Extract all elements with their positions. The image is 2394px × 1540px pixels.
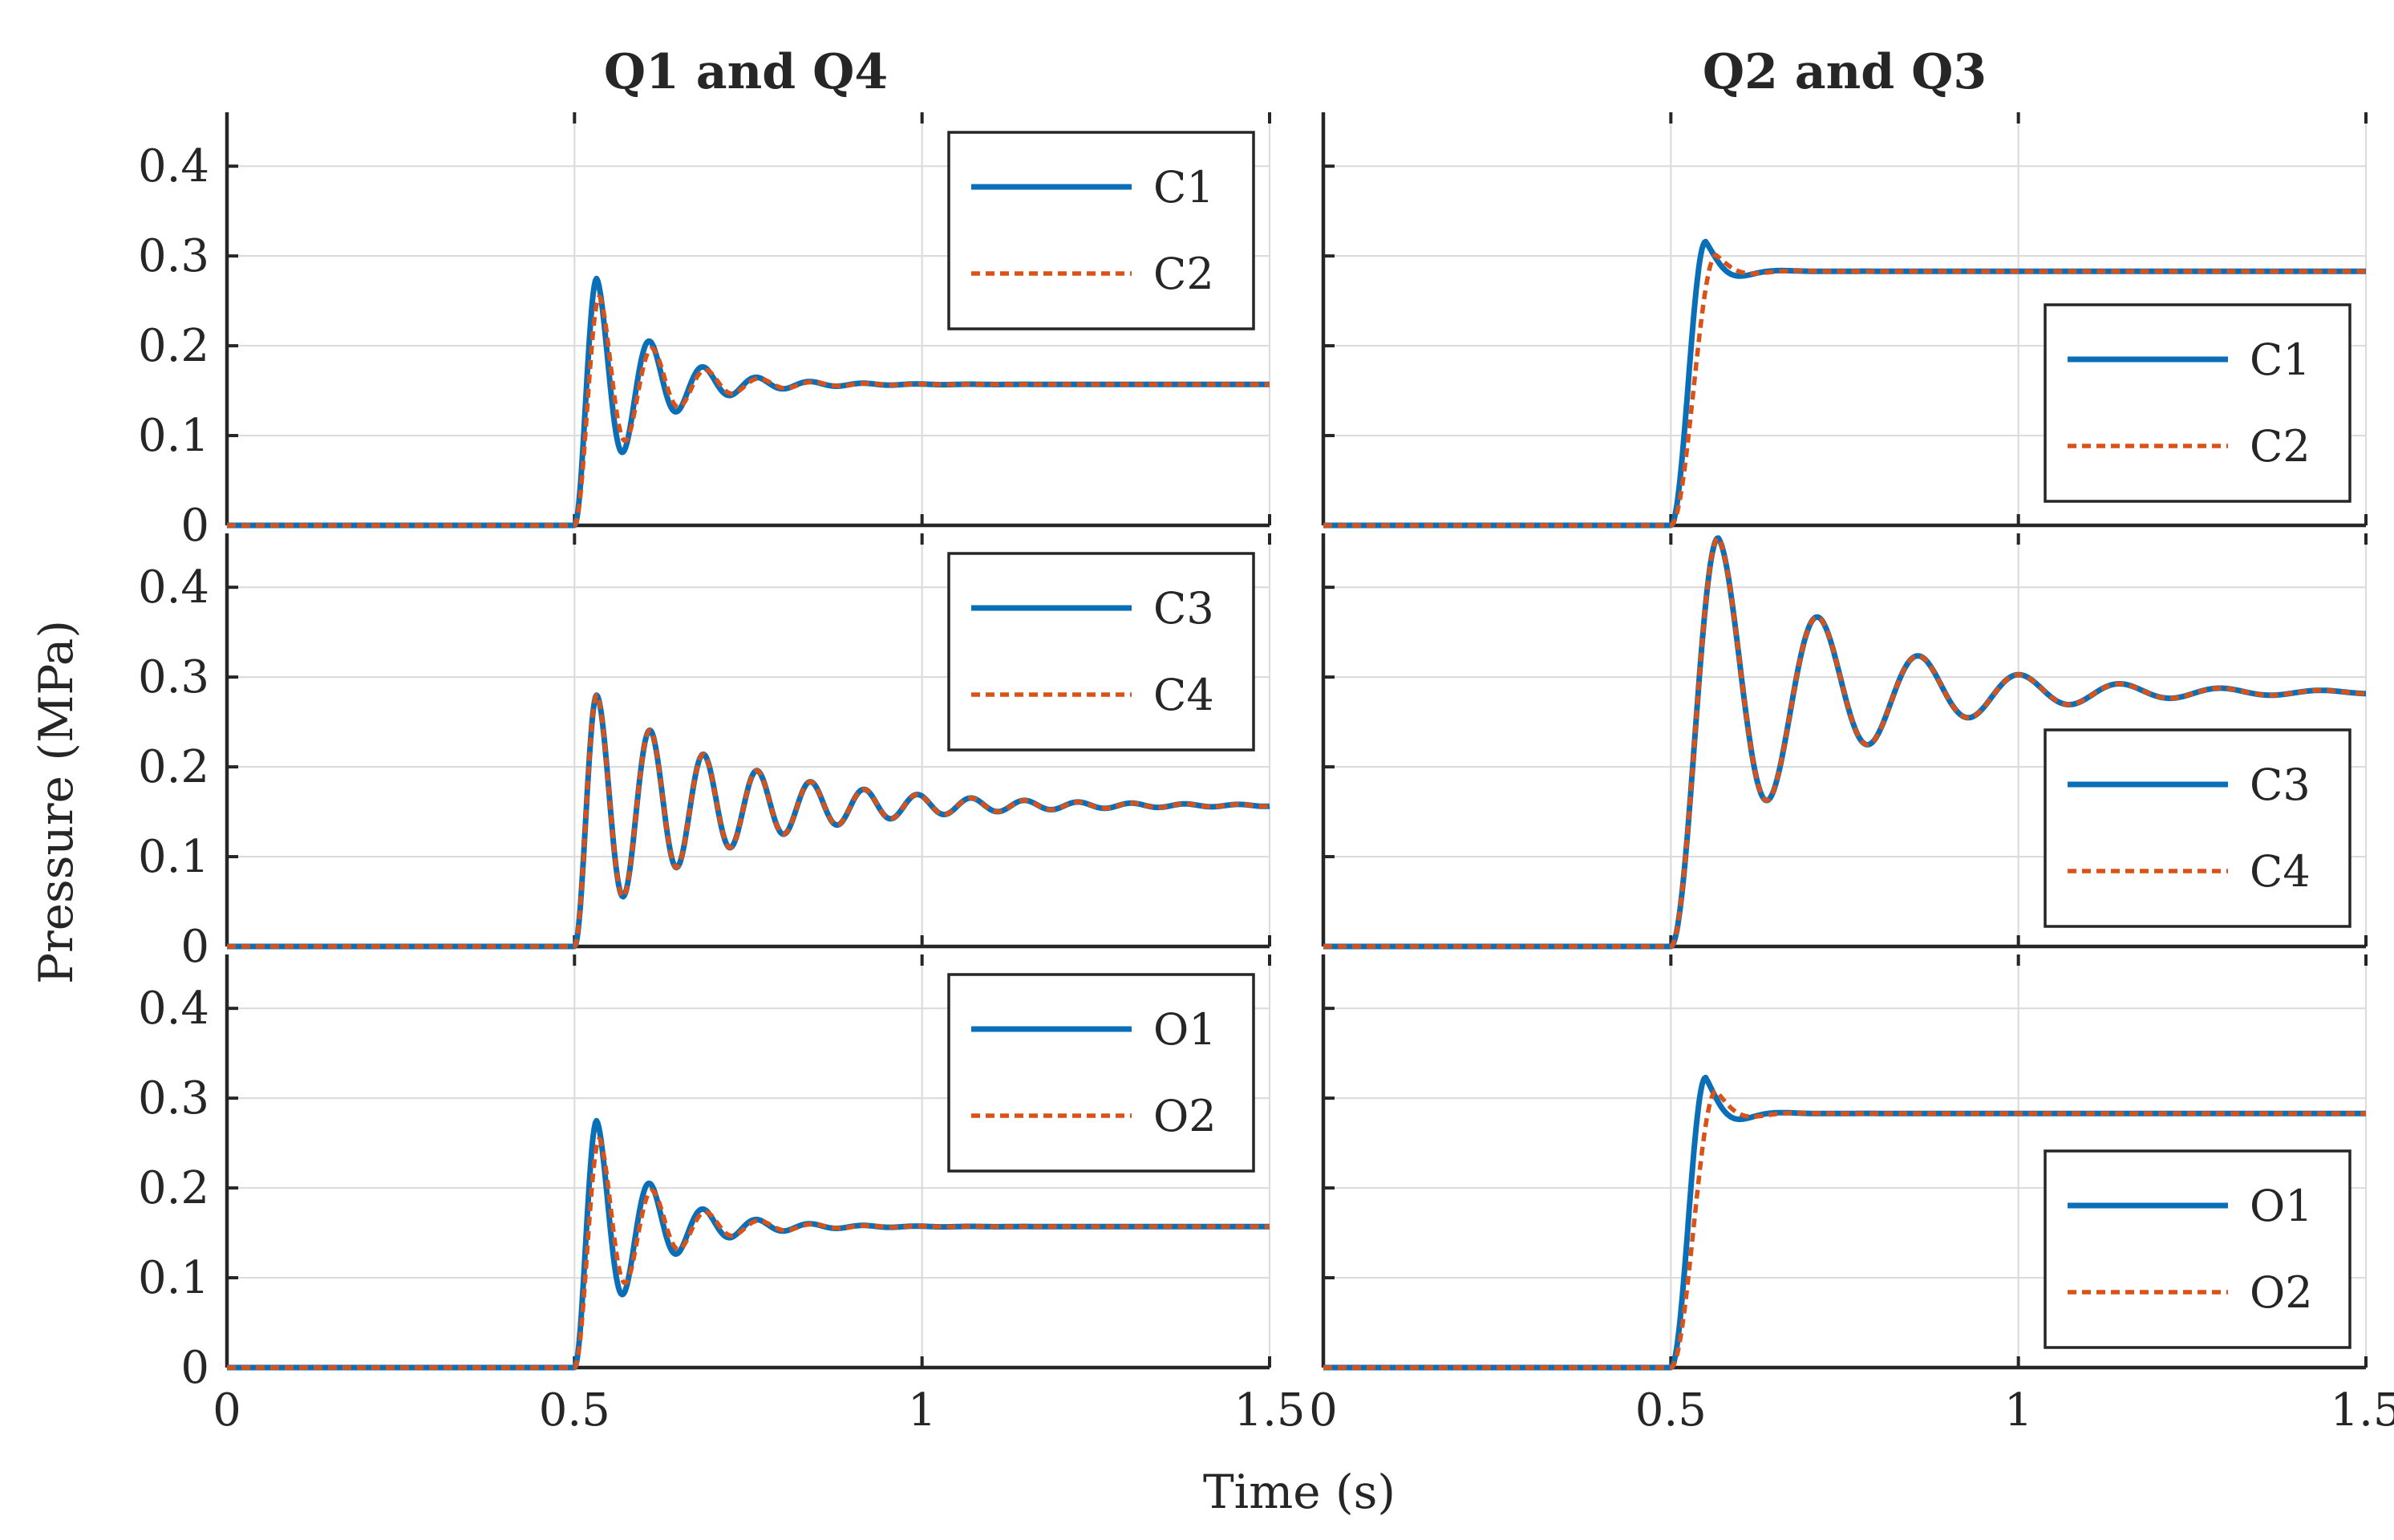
panel-row2-col2: C3 C4 <box>1321 533 2368 950</box>
series-line-c4 <box>225 692 1271 949</box>
legend: C3 C4 <box>947 552 1255 752</box>
legend-label-c1: C1 <box>2250 334 2311 385</box>
x-tick-label: 0 <box>1309 1384 1338 1437</box>
legend-label-c4: C4 <box>2250 846 2311 897</box>
y-tick-label: 0.2 <box>138 1162 209 1214</box>
legend: O1 O2 <box>2044 1149 2351 1349</box>
y-tick-label: 0.3 <box>138 1072 209 1125</box>
y-tick-label: 0.3 <box>138 230 209 282</box>
y-tick-label: 0.1 <box>138 1252 209 1304</box>
legend-label-c2: C2 <box>1153 249 1214 299</box>
x-tick-label: 1 <box>2004 1384 2033 1437</box>
y-tick-label: 0.3 <box>138 651 209 703</box>
legend-label-c2: C2 <box>2250 421 2311 472</box>
y-tick-label: 0.4 <box>138 561 209 614</box>
y-tick-label: 0.1 <box>138 831 209 883</box>
x-tick-label: 1.5 <box>2330 1384 2394 1437</box>
legend-box <box>2044 303 2351 503</box>
legend: C1 C2 <box>947 131 1255 330</box>
panel-row3-col1: 0 0.1 0.2 0.3 0.4 0 0.5 1 1.5 O1 O2 <box>138 954 1306 1437</box>
legend-label-o2: O2 <box>2250 1267 2313 1318</box>
legend-box <box>2044 728 2351 928</box>
legend-box <box>947 973 1255 1173</box>
panel-row3-col2: 0 0.5 1 1.5 O1 O2 <box>1309 954 2394 1437</box>
x-tick-label: 0.5 <box>1635 1384 1707 1437</box>
legend-label-o1: O1 <box>2250 1181 2313 1231</box>
legend: O1 O2 <box>947 973 1255 1173</box>
legend-label-c4: C4 <box>1153 670 1214 720</box>
series-line-c2 <box>1322 253 2368 528</box>
y-tick-label: 0 <box>180 1342 209 1394</box>
legend-label-o2: O2 <box>1153 1091 1217 1141</box>
series-line-c4 <box>1322 536 2368 949</box>
y-tick-label: 0.2 <box>138 741 209 793</box>
legend-label-o1: O1 <box>1153 1004 1217 1055</box>
y-tick-label: 0.1 <box>138 410 209 462</box>
series-line-o2 <box>1322 1088 2368 1370</box>
panel-row1-col1: 0 0.1 0.2 0.3 0.4 C1 C2 <box>138 112 1272 552</box>
x-axis-label: Time (s) <box>1203 1465 1395 1519</box>
legend-label-c1: C1 <box>1153 162 1214 213</box>
legend-label-c3: C3 <box>2250 760 2311 810</box>
x-tick-label: 1.5 <box>1233 1384 1305 1437</box>
panel-row1-col2: C1 C2 <box>1321 112 2368 529</box>
y-tick-label: 0.2 <box>138 320 209 372</box>
panel-row2-col1: 0 0.1 0.2 0.3 0.4 C3 C4 <box>138 533 1272 973</box>
legend-box <box>947 552 1255 752</box>
y-axis-label: Pressure (MPa) <box>29 620 83 984</box>
series-line-c2 <box>225 294 1271 528</box>
y-tick-label: 0.4 <box>138 140 209 192</box>
x-tick-label: 1 <box>908 1384 937 1437</box>
legend: C1 C2 <box>2044 303 2351 503</box>
legend-box <box>2044 1149 2351 1349</box>
legend-box <box>947 131 1255 330</box>
series-line-o2 <box>225 1137 1271 1370</box>
column-title-right: Q2 and Q3 <box>1703 44 1987 100</box>
y-tick-label: 0.4 <box>138 983 209 1035</box>
legend: C3 C4 <box>2044 728 2351 928</box>
legend-label-c3: C3 <box>1153 583 1214 634</box>
x-tick-label: 0 <box>213 1384 241 1437</box>
x-tick-label: 0.5 <box>539 1384 610 1437</box>
column-title-left: Q1 and Q4 <box>604 44 888 100</box>
y-tick-label: 0 <box>180 921 209 973</box>
y-tick-label: 0 <box>180 500 209 552</box>
